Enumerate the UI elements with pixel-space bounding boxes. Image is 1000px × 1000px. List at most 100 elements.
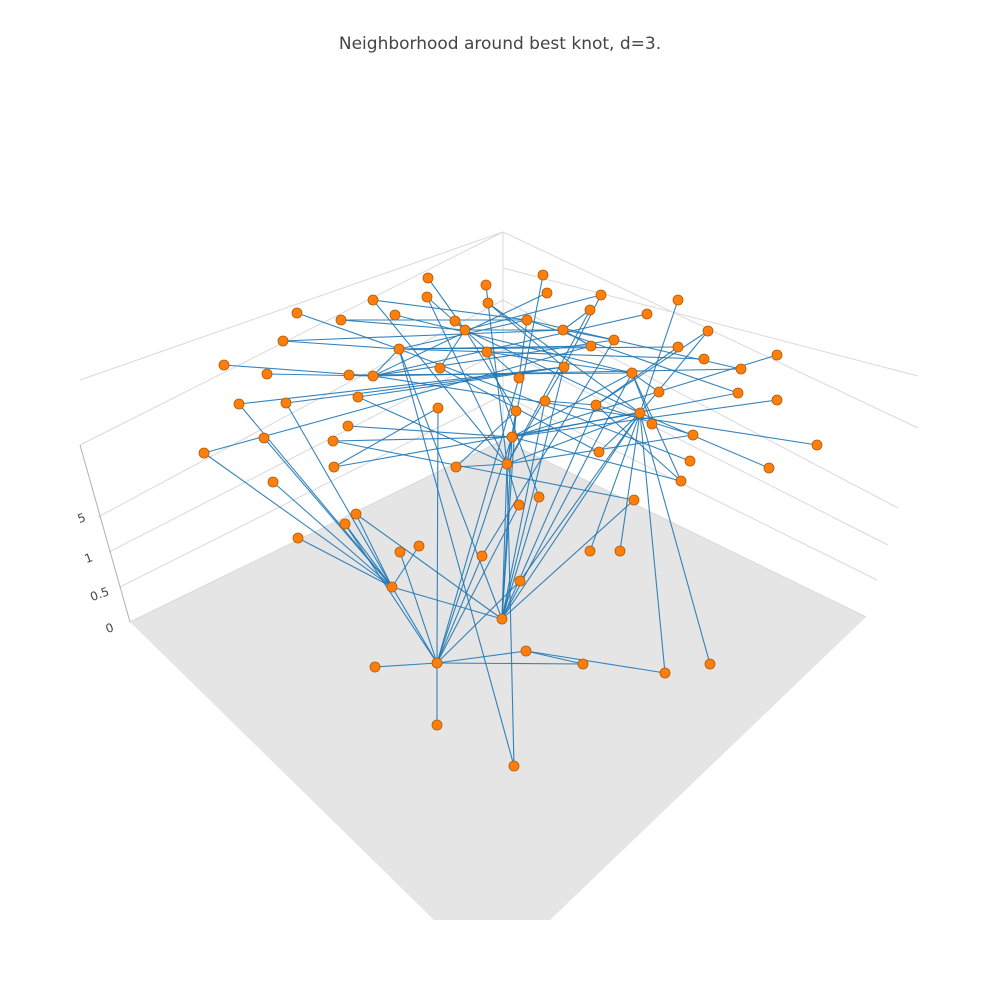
- edge-line: [203, 452, 393, 588]
- node-marker: [675, 475, 687, 487]
- node-marker: [521, 314, 533, 326]
- z-tick-label-3: 5: [76, 510, 88, 526]
- node-marker: [369, 661, 381, 673]
- node-marker: [641, 308, 653, 320]
- node-marker: [510, 405, 522, 417]
- edge-line: [455, 410, 517, 468]
- node-marker: [771, 349, 783, 361]
- node-marker: [732, 387, 744, 399]
- edge-line: [394, 314, 633, 374]
- edge-line: [333, 407, 439, 468]
- node-marker: [421, 291, 433, 303]
- edge-line: [595, 404, 682, 482]
- edge-line: [506, 309, 591, 465]
- node-marker: [393, 343, 405, 355]
- node-marker: [339, 518, 351, 530]
- edge-line: [372, 299, 528, 321]
- node-marker: [687, 429, 699, 441]
- node-marker: [328, 461, 340, 473]
- node-marker: [628, 494, 640, 506]
- edge-line: [631, 372, 653, 425]
- node-marker: [659, 667, 671, 679]
- z-tick-label-0: 0: [104, 620, 116, 636]
- edge-line: [282, 340, 400, 350]
- edge-line: [374, 662, 438, 668]
- node-marker: [496, 613, 508, 625]
- edge-line: [544, 400, 597, 406]
- edge-line: [372, 313, 648, 377]
- node-marker: [590, 399, 602, 411]
- node-marker: [476, 550, 488, 562]
- grid-line-left-3: [97, 299, 504, 518]
- node-marker: [520, 645, 532, 657]
- edge-line: [332, 440, 635, 501]
- node-marker: [653, 386, 665, 398]
- edge-line: [357, 396, 508, 465]
- edge-line: [296, 312, 400, 350]
- node-marker: [394, 546, 406, 558]
- edge-line: [511, 436, 682, 482]
- edge-line: [282, 329, 564, 342]
- edge-line: [391, 545, 420, 588]
- edge-line: [563, 294, 602, 368]
- node-marker: [327, 435, 339, 447]
- edge-line: [355, 513, 393, 588]
- edge-line: [501, 400, 546, 620]
- node-marker: [450, 461, 462, 473]
- edge-line: [436, 555, 483, 664]
- edge-line: [464, 329, 641, 414]
- node-marker: [614, 545, 626, 557]
- scene-backdrop: [79, 231, 919, 920]
- edge-line: [501, 463, 508, 620]
- edge-line: [436, 662, 584, 665]
- edge-lines: [203, 274, 818, 767]
- edge-line: [598, 412, 641, 453]
- edge-line: [436, 650, 527, 664]
- edge-line: [639, 330, 709, 414]
- edge-line: [372, 339, 615, 377]
- floor-plane: [130, 440, 866, 920]
- node-marker: [431, 719, 443, 731]
- node-marker: [482, 297, 494, 309]
- edge-line: [285, 402, 393, 588]
- edge-line: [347, 425, 513, 438]
- node-marker: [595, 289, 607, 301]
- node-marker: [533, 491, 545, 503]
- node-marker: [367, 294, 379, 306]
- edge-line: [487, 302, 641, 414]
- node-marker: [704, 658, 716, 670]
- node-marker: [508, 760, 520, 772]
- edge-line: [487, 302, 565, 368]
- edge-line: [619, 412, 641, 552]
- node-marker: [434, 362, 446, 374]
- edge-line: [372, 299, 508, 465]
- edge-line: [344, 523, 393, 588]
- node-marker: [480, 279, 492, 291]
- edge-line: [372, 375, 818, 446]
- grid-line-right-5: [502, 267, 919, 377]
- edge-line: [272, 481, 393, 588]
- node-marker: [386, 581, 398, 593]
- edge-line: [398, 348, 515, 767]
- node-marker: [280, 397, 292, 409]
- edge-line: [525, 650, 584, 665]
- z-tick-label-2: 1: [83, 550, 95, 566]
- node-marker: [267, 476, 279, 488]
- node-marker: [422, 272, 434, 284]
- edge-line: [439, 329, 466, 369]
- edge-line: [340, 319, 466, 331]
- node-marker: [634, 407, 646, 419]
- node-marker: [771, 394, 783, 406]
- edge-line: [238, 366, 565, 405]
- node-marker: [258, 432, 270, 444]
- edge-line: [426, 296, 520, 379]
- edge-line: [518, 319, 528, 379]
- node-marker: [593, 446, 605, 458]
- node-marker: [277, 335, 289, 347]
- node-marker: [684, 455, 696, 467]
- node-marker: [291, 307, 303, 319]
- edge-line: [464, 294, 602, 331]
- edge-line: [344, 523, 438, 664]
- edge-line: [355, 513, 503, 620]
